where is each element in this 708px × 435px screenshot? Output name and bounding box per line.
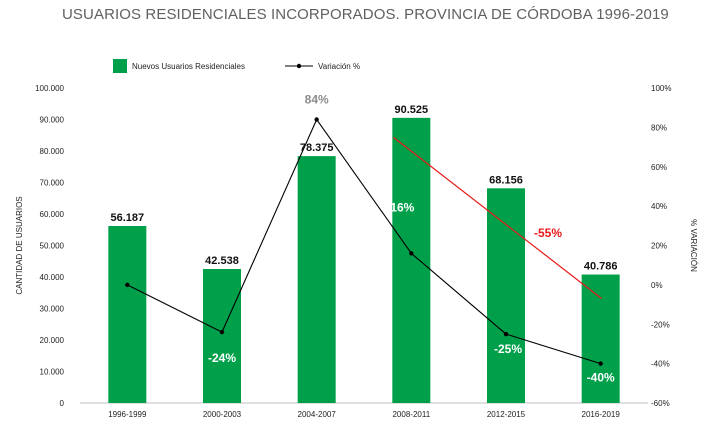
labels: 56.187 42.538 78.375 90.525 68.156 40.786 -55%… (111, 93, 618, 385)
bar-value-label: 42.538 (205, 255, 239, 267)
y2-tick-label: 60% (651, 163, 667, 172)
y2-axis-title: % VARIACIÓN (689, 219, 698, 272)
variation-point (503, 331, 509, 337)
trend-label: -55% (534, 226, 562, 240)
bar (392, 117, 431, 403)
bar (581, 274, 620, 403)
legend-bar-swatch (113, 59, 127, 73)
bar-value-label: 68.156 (489, 174, 523, 186)
y2-tick-label: 40% (651, 202, 667, 211)
bar (297, 156, 336, 403)
variation-point (219, 329, 225, 335)
bar-value-label: 40.786 (584, 261, 618, 273)
variation-label: 84% (305, 93, 329, 107)
variation-label: -24% (208, 351, 236, 365)
axes: 0 10.000 20.000 30.000 40.000 50.000 60.000 70.… (15, 84, 698, 419)
variation-point (125, 282, 130, 288)
y2-tick-label: 0% (651, 281, 663, 290)
y-tick-label: 60.000 (40, 210, 65, 219)
bars (108, 117, 620, 403)
variation-point (314, 117, 319, 122)
y-tick-label: 100.000 (35, 84, 64, 93)
variation-line (125, 117, 603, 366)
y-tick-label: 80.000 (40, 147, 65, 156)
y-tick-label: 90.000 (40, 116, 65, 125)
y2-tick-label: 80% (651, 123, 667, 132)
variation-label: -40% (587, 371, 615, 385)
y2-tick-label: 100% (651, 84, 671, 93)
y2-tick-label: 20% (651, 242, 667, 251)
legend-line-label: Variación % (318, 62, 360, 71)
bar (108, 226, 147, 403)
y-tick-label: 70.000 (40, 179, 65, 188)
bar (203, 269, 241, 403)
variation-point (598, 361, 603, 366)
y-tick-label: 50.000 (40, 242, 65, 251)
variation-label: 16% (390, 200, 414, 214)
x-tick-label: 2008-2011 (392, 410, 430, 419)
y-axis-title: CANTIDAD DE USUARIOS (15, 196, 24, 294)
y2-tick-label: -60% (651, 399, 670, 408)
bar-value-label: 78.375 (300, 142, 334, 154)
x-tick-label: 2016-2019 (582, 410, 621, 419)
chart-title: USUARIOS RESIDENCIALES INCORPORADOS. PRO… (62, 6, 669, 23)
x-tick-label: 2004-2007 (298, 410, 337, 419)
x-tick-label: 1996-1999 (108, 410, 147, 419)
y2-tick-label: -40% (651, 360, 670, 369)
y-tick-label: 10.000 (40, 368, 65, 377)
variation-label: -25% (494, 342, 522, 356)
y-tick-label: 40.000 (40, 273, 65, 282)
y-tick-label: 20.000 (40, 336, 65, 345)
y2-tick-label: -20% (651, 320, 670, 329)
legend: Nuevos Usuarios Residenciales Variación % (113, 59, 360, 73)
legend-line-marker (296, 63, 302, 69)
bar (487, 188, 525, 403)
x-tick-label: 2000-2003 (203, 410, 242, 419)
bar-value-label: 56.187 (111, 212, 145, 224)
y-tick-label: 30.000 (40, 305, 65, 314)
y-tick-label: 0 (60, 399, 65, 408)
variation-point (409, 251, 414, 256)
trend-line (392, 136, 603, 300)
bar-value-label: 90.525 (395, 104, 429, 116)
legend-bar-label: Nuevos Usuarios Residenciales (132, 62, 245, 71)
x-tick-label: 2012-2015 (487, 410, 526, 419)
variation-polyline (127, 118, 601, 365)
